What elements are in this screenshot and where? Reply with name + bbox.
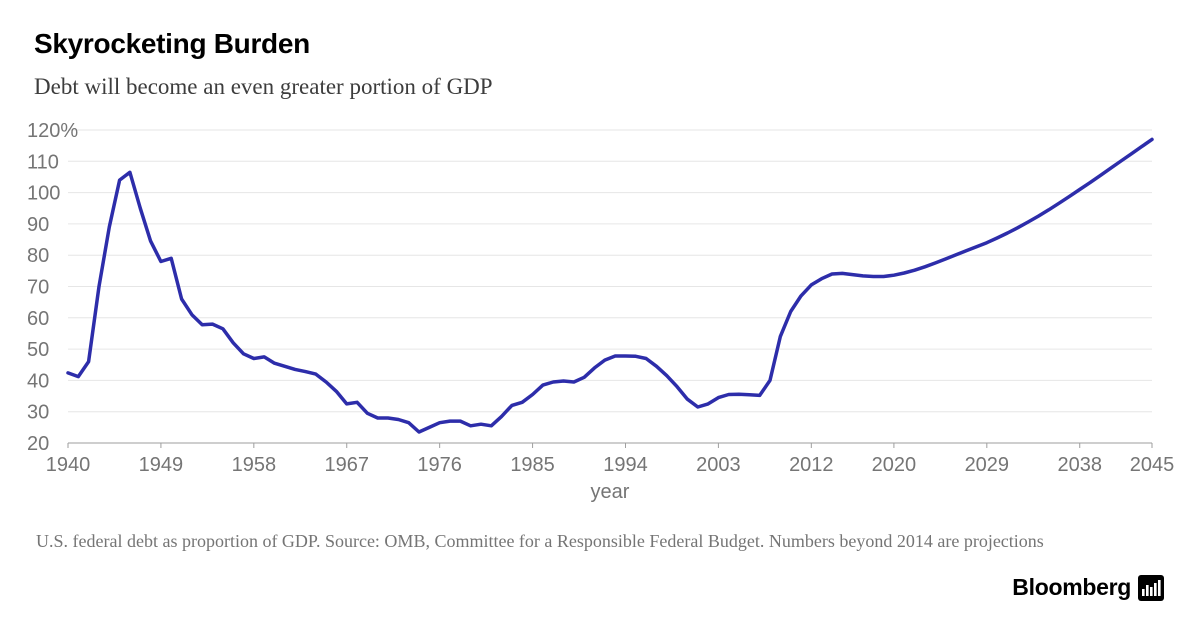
bloomberg-logo: Bloomberg	[1012, 574, 1164, 601]
y-tick-label: 60	[27, 308, 49, 330]
x-tick-label: 2012	[789, 454, 834, 476]
bloomberg-wordmark: Bloomberg	[1012, 574, 1131, 600]
bloomberg-chart-icon	[1138, 574, 1164, 601]
y-tick-label: 20	[27, 433, 49, 455]
x-tick-label: 2038	[1057, 454, 1102, 476]
x-tick-label: 2003	[696, 454, 741, 476]
x-tick-label: 1967	[324, 454, 369, 476]
x-axis-title: year	[591, 481, 630, 503]
debt-gdp-line-series	[66, 137, 1154, 434]
y-tick-label: 40	[27, 370, 49, 392]
x-tick-label: 1958	[232, 454, 277, 476]
y-tick-label: 30	[27, 402, 49, 424]
source-note: U.S. federal debt as proportion of GDP. …	[36, 531, 1044, 551]
x-tick-label: 1940	[46, 454, 91, 476]
chart-subtitle: Debt will become an even greater portion…	[34, 74, 493, 99]
y-tick-label: 80	[27, 245, 49, 267]
x-tick-label: 1985	[510, 454, 555, 476]
chart-title: Skyrocketing Burden	[34, 28, 310, 59]
x-tick-label: 1994	[603, 454, 648, 476]
x-tick-label: 2045	[1130, 454, 1175, 476]
x-tick-label: 2029	[965, 454, 1010, 476]
x-tick-label: 1949	[139, 454, 184, 476]
y-tick-label: 110	[27, 151, 59, 173]
x-tick-label: 2020	[872, 454, 917, 476]
x-tick-label: 1976	[417, 454, 462, 476]
y-tick-label: 120%	[27, 120, 78, 142]
y-tick-label: 70	[27, 277, 49, 299]
y-tick-label: 90	[27, 214, 49, 236]
y-tick-label: 100	[27, 183, 60, 205]
y-tick-label: 50	[27, 339, 49, 361]
